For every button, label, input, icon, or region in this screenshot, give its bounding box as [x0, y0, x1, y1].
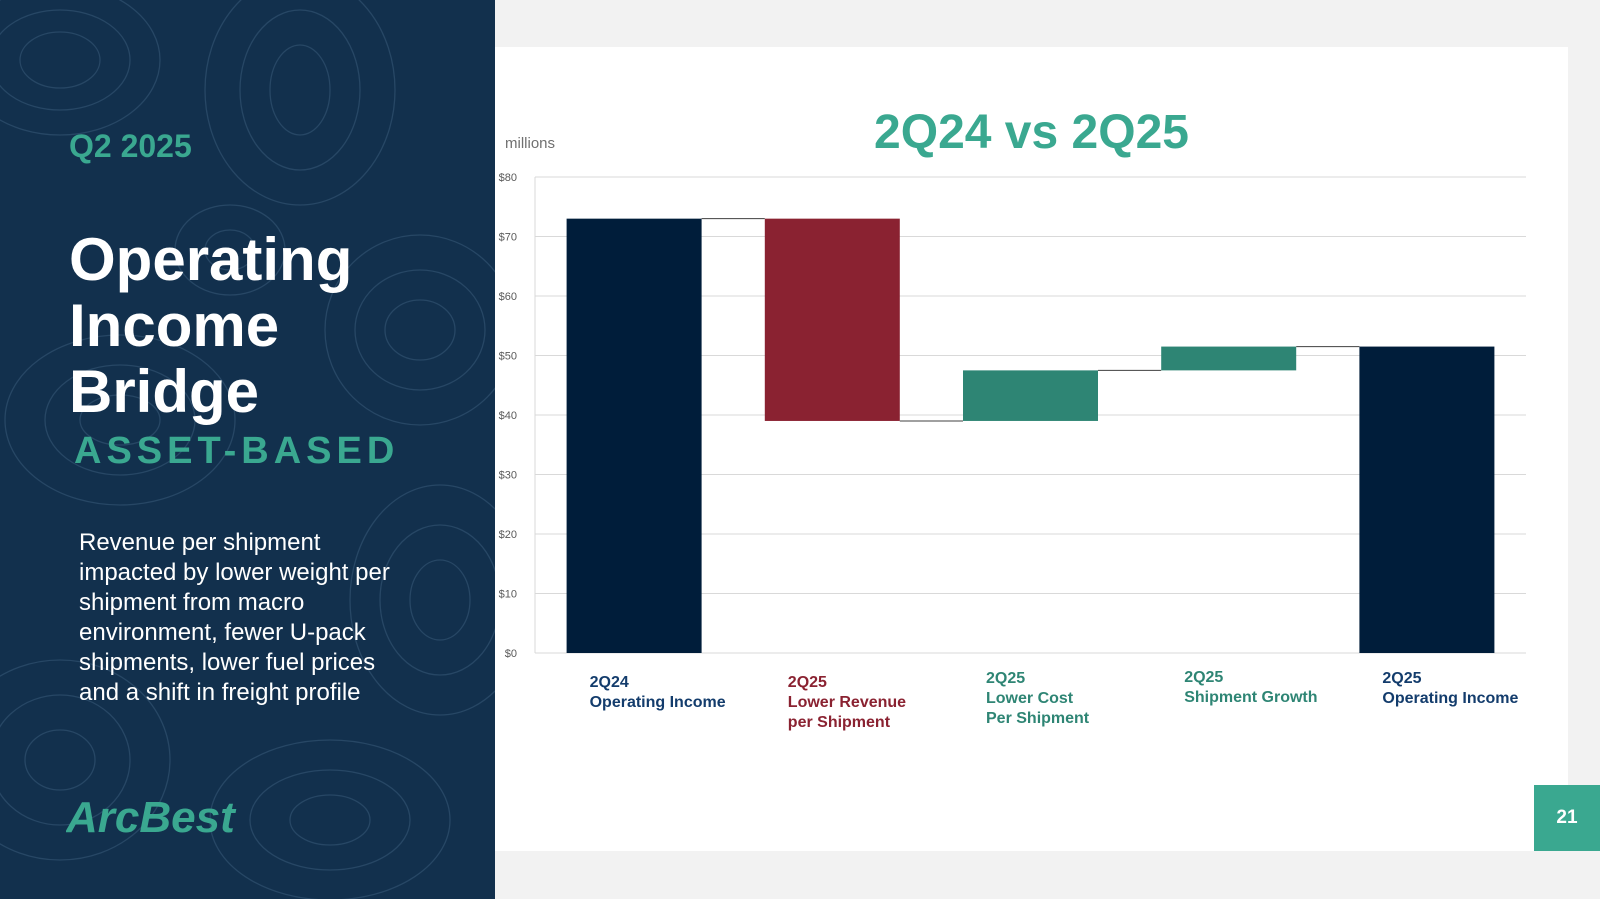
category-label-line: Lower Revenue [788, 694, 906, 711]
category-label-line: 2Q25 [1382, 670, 1421, 687]
category-label: 2Q24 Operating Income [590, 674, 726, 711]
category-label-line: Per Shipment [986, 710, 1090, 727]
category-label-line: Lower Cost [986, 690, 1074, 707]
category-label-line: Operating Income [1382, 690, 1518, 707]
logo-text: ArcBest [66, 793, 237, 840]
quarter-label: Q2 2025 [69, 128, 192, 164]
category-label-line: 2Q25 [986, 670, 1025, 687]
y-tick-label: $20 [499, 529, 517, 541]
y-tick-label: $30 [499, 470, 517, 482]
y-tick-label: $10 [499, 589, 517, 601]
waterfall-chart: $0 $10 $20 $30 $40 $50 $60 $70 $80 2Q24 Operating … [499, 172, 1526, 731]
category-label: 2Q25 Lower Revenue per Shipment [788, 674, 906, 731]
waterfall-bar [1359, 346, 1495, 653]
category-label: 2Q25 Shipment Growth [1184, 669, 1317, 706]
category-label-line: 2Q25 [1184, 669, 1223, 686]
y-tick-label: $70 [499, 232, 517, 244]
category-label-line: Operating Income [590, 694, 726, 711]
category-label: 2Q25 Operating Income [1382, 670, 1518, 707]
topographic-background [0, 0, 495, 899]
arcbest-logo: ArcBest [66, 793, 237, 840]
category-label-line: 2Q24 [590, 674, 629, 691]
y-tick-label: $60 [499, 291, 517, 303]
category-label: 2Q25 Lower Cost Per Shipment [986, 670, 1090, 727]
segment-subtitle: ASSET-BASED [74, 430, 400, 472]
chart-title: 2Q24 vs 2Q25 [874, 106, 1189, 159]
chart-panel: 2Q24 vs 2Q25 millions $0 $10 $20 $30 $40 $50 $… [495, 47, 1568, 851]
page-number: 21 [1534, 785, 1600, 851]
category-label-line: 2Q25 [788, 674, 827, 691]
y-tick-label: $80 [499, 172, 517, 184]
y-tick-label: $0 [505, 648, 517, 660]
unit-label: millions [505, 135, 556, 152]
category-label-line: Shipment Growth [1184, 689, 1317, 706]
y-tick-label: $40 [499, 410, 517, 422]
y-tick-label: $50 [499, 351, 517, 363]
description-text: Revenue per shipment impacted by lower w… [79, 529, 390, 706]
category-label-line: per Shipment [788, 714, 891, 731]
sidebar-panel: Q2 2025 Operating Income Bridge ASSET-BA… [0, 0, 495, 899]
waterfall-bar [1161, 346, 1297, 371]
waterfall-bar [764, 218, 900, 421]
waterfall-bar [566, 218, 702, 653]
page-title: Operating Income Bridge [69, 226, 353, 425]
waterfall-bar [963, 370, 1098, 421]
